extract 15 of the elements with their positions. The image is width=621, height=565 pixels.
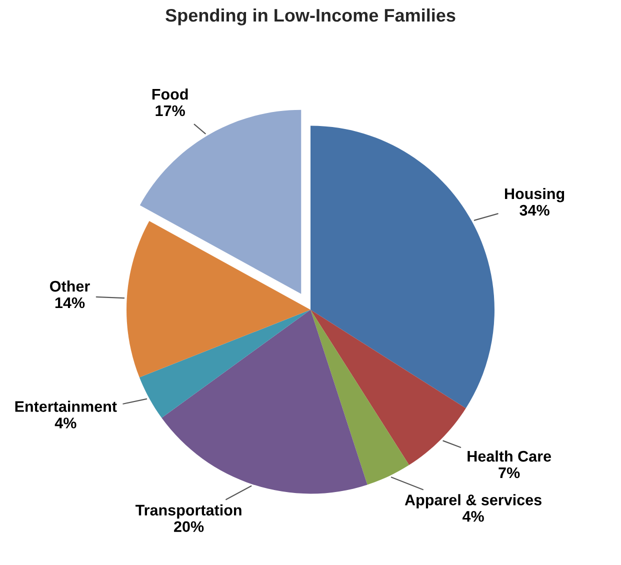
slice-label: Entertainment — [15, 400, 117, 412]
slice-label: Transportation — [135, 504, 242, 519]
slice-label: Health Care — [468, 450, 552, 462]
slice-label: Food — [152, 88, 188, 100]
slice-label: Apparel & services — [404, 494, 542, 508]
data-label: 14% — [55, 297, 85, 308]
slice-label: Other — [50, 280, 90, 292]
data-label: 4% — [54, 418, 76, 428]
data-label: 20% — [174, 521, 204, 532]
data-label: 4% — [462, 511, 484, 522]
data-label: 7% — [498, 467, 520, 478]
data-label: 17% — [156, 105, 185, 116]
slice-label: Housing — [505, 188, 564, 202]
data-label: 34% — [520, 204, 550, 216]
chart-title: Spending in Low-Income Families — [166, 8, 456, 26]
